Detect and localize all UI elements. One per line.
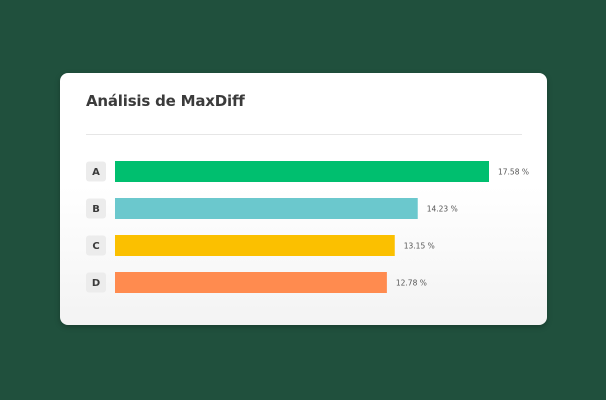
category-badge-d [86, 272, 106, 293]
category-label-c: C [92, 241, 99, 252]
category-badge-c [86, 235, 106, 256]
title-divider [86, 134, 522, 135]
category-label-b: B [92, 204, 100, 215]
bar-c [115, 235, 395, 256]
category-label-a: A [92, 167, 100, 178]
value-label-d: 12.78 % [396, 278, 427, 287]
category-badge-b [86, 198, 106, 219]
value-label-a: 17.58 % [498, 167, 529, 176]
category-label-d: D [92, 278, 100, 289]
bar-b [115, 198, 418, 219]
maxdiff-bar-chart: A 17.58 % B 14.23 % C 13.15 % D 12.78 % [86, 161, 529, 293]
value-label-c: 13.15 % [404, 241, 435, 250]
category-badge-a [86, 161, 106, 182]
card-title: Análisis de MaxDiff [86, 92, 245, 110]
maxdiff-card: Análisis de MaxDiff A 17.58 % B 14.23 % C 13.… [60, 73, 547, 325]
bar-d [115, 272, 387, 293]
value-label-b: 14.23 % [427, 204, 458, 213]
bar-a [115, 161, 489, 182]
